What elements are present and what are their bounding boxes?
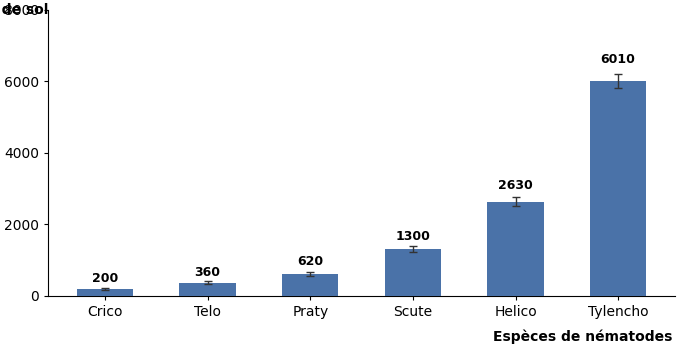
Text: 1300: 1300 xyxy=(395,230,430,243)
Bar xyxy=(385,249,441,296)
Text: 2630: 2630 xyxy=(498,179,533,192)
Text: 6010: 6010 xyxy=(601,53,636,66)
Text: 620: 620 xyxy=(297,255,323,268)
Text: 360: 360 xyxy=(195,266,221,279)
Bar xyxy=(590,81,646,296)
Bar xyxy=(77,289,133,296)
Bar xyxy=(282,273,339,296)
Text: Espèces de nématodes: Espèces de nématodes xyxy=(493,330,672,344)
Bar xyxy=(488,202,544,296)
Text: 200: 200 xyxy=(92,272,118,285)
Bar xyxy=(179,283,236,296)
Text: N / dm³ de sol: N / dm³ de sol xyxy=(0,3,54,16)
